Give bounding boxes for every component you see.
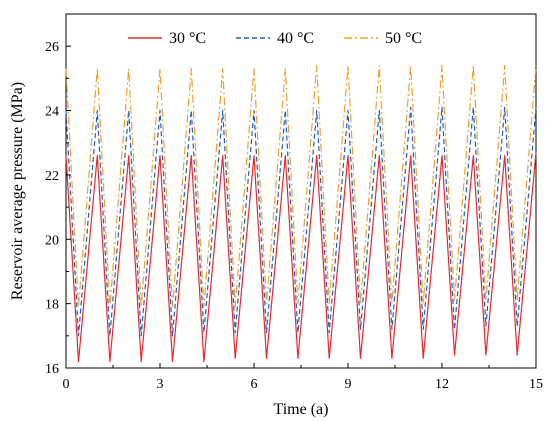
x-tick-label: 12 — [435, 377, 449, 392]
y-tick-label: 18 — [45, 298, 59, 313]
x-tick-label: 9 — [345, 377, 352, 392]
series-line-40c — [65, 106, 537, 337]
x-axis: 0 3 6 9 12 15 — [63, 363, 543, 392]
x-tick-label: 3 — [157, 377, 164, 392]
legend-label: 50 °C — [385, 30, 422, 47]
series-line-50c — [65, 64, 537, 308]
legend-label: 30 °C — [169, 30, 206, 47]
legend: 30 °C 40 °C 50 °C — [128, 30, 422, 47]
x-tick-label: 6 — [251, 377, 258, 392]
series-layer — [65, 64, 537, 363]
y-tick-label: 20 — [45, 233, 59, 248]
y-axis: 16 18 20 22 24 26 — [45, 40, 71, 377]
x-tick-label: 15 — [529, 377, 543, 392]
x-tick-label: 0 — [63, 377, 70, 392]
y-tick-label: 26 — [45, 40, 59, 55]
y-tick-label: 16 — [45, 362, 59, 377]
y-tick-label: 24 — [45, 105, 59, 120]
y-axis-label: Reservoir average pressure (MPa) — [9, 82, 26, 300]
x-axis-label: Time (a) — [274, 401, 329, 418]
legend-label: 40 °C — [277, 30, 314, 47]
series-line-30c — [65, 152, 537, 363]
plot-frame — [65, 13, 537, 369]
y-tick-label: 22 — [45, 169, 59, 184]
